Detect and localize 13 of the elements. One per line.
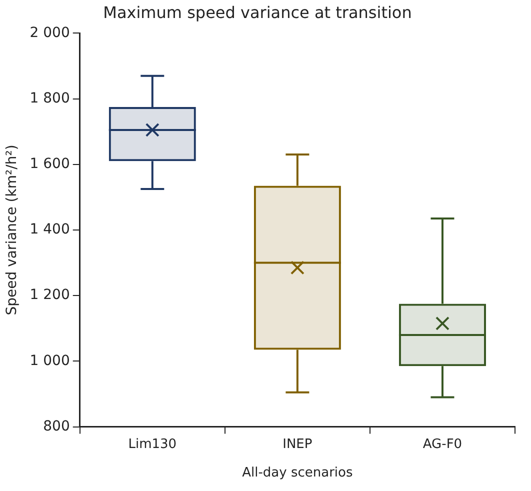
y-axis-title: Speed variance (km²/h²) [4, 144, 20, 316]
y-tick-label: 800 [43, 418, 70, 434]
y-tick-label: 1 200 [30, 287, 70, 304]
y-tick-label: 1 000 [30, 352, 70, 369]
x-tick-label: Lim130 [128, 436, 177, 452]
y-tick-label: 1 400 [30, 222, 70, 238]
y-tick-label: 2 000 [30, 24, 70, 41]
x-tick-label: INEP [282, 436, 312, 452]
y-tick-label: 1 600 [30, 156, 70, 172]
x-tick-label: AG-F0 [422, 436, 462, 452]
chart-title: Maximum speed variance at transition [103, 2, 412, 22]
x-axis-title: All-day scenarios [242, 466, 353, 481]
y-tick-label: 1 800 [30, 90, 70, 106]
